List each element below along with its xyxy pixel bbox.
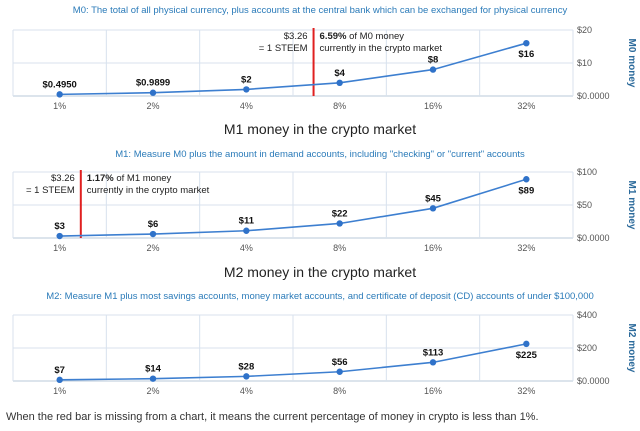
chart-2-y-tick-label: $0.0000 — [577, 233, 610, 243]
chart-1-x-tick-label: 4% — [240, 101, 253, 111]
chart-2-series-line — [59, 178, 527, 237]
chart-1-data-point — [523, 40, 530, 47]
chart-2-data-label: $11 — [239, 216, 255, 227]
chart-2-data-point — [336, 220, 343, 227]
chart-1-y-tick-label: $20 — [577, 25, 592, 35]
chart-2-x-tick-label: 4% — [240, 243, 253, 253]
chart-1-pct-annotation: 6.59% of M0 money — [320, 31, 405, 42]
chart-2-data-label: $22 — [332, 208, 348, 219]
chart-2-y-tick-label: $100 — [577, 167, 597, 177]
chart-1-data-label: $4 — [334, 68, 345, 79]
chart-1-subtitle: M0: The total of all physical currency, … — [73, 5, 568, 16]
chart-3-y-tick-label: $400 — [577, 310, 597, 320]
chart-2-data-label: $45 — [425, 193, 442, 204]
chart-3-y-tick-label: $0.0000 — [577, 376, 610, 386]
chart-3-data-label: $7 — [54, 365, 65, 376]
chart-2-x-tick-label: 1% — [53, 243, 66, 253]
chart-1-data-point — [429, 66, 437, 73]
chart-2-data-point — [56, 232, 63, 240]
footnote: When the red bar is missing from a chart… — [6, 411, 539, 423]
chart-3-data-point — [336, 368, 343, 375]
chart-3-subtitle: M2: Measure M1 plus most savings account… — [46, 291, 594, 302]
chart-1-x-tick-label: 1% — [53, 101, 66, 111]
chart-2-x-tick-label: 32% — [517, 243, 535, 253]
chart-1-pct-suffix: of M0 money — [346, 31, 404, 42]
chart-2-data-point — [243, 227, 250, 234]
chart-3-data-point — [243, 373, 250, 380]
chart-1-x-tick-label: 2% — [146, 101, 159, 111]
chart-2-data-label: $89 — [518, 185, 534, 196]
chart-3-x-tick-label: 8% — [333, 386, 346, 396]
chart-3-x-tick-label: 4% — [240, 386, 253, 396]
chart-1-data-label: $0.9899 — [136, 78, 170, 89]
chart-3-data-point — [523, 340, 530, 348]
chart-3-x-tick-label: 2% — [146, 386, 159, 396]
chart-3-title: M2 money in the crypto market — [224, 264, 416, 280]
chart-1-data-label: $2 — [241, 74, 252, 85]
chart-2-y-axis-title: M1 money — [626, 181, 637, 230]
chart-1-data-label: $0.4950 — [42, 79, 76, 90]
chart-2-x-tick-label: 8% — [333, 243, 346, 253]
chart-3-data-label: $113 — [423, 347, 444, 358]
chart-3-data-point — [56, 376, 63, 384]
chart-3-x-tick-label: 1% — [53, 386, 66, 396]
chart-1-pct-annotation-line2: currently in the crypto market — [320, 43, 443, 54]
chart-2-y-tick-label: $50 — [577, 200, 592, 210]
chart-3-data-label: $225 — [516, 350, 538, 361]
chart-2-data-label: $3 — [54, 221, 65, 232]
chart-1-price-equiv-label: = 1 STEEM — [259, 43, 308, 54]
chart-1-x-tick-label: 16% — [424, 101, 442, 111]
chart-2-price-label: $3.26 — [51, 173, 75, 184]
chart-3-x-tick-label: 16% — [424, 386, 442, 396]
chart-2-pct-annotation-line2: currently in the crypto market — [87, 185, 210, 196]
chart-2-price-equiv-label: = 1 STEEM — [26, 185, 75, 196]
chart-1-y-axis-title: M0 money — [626, 39, 637, 88]
chart-1-data-point — [149, 89, 157, 96]
chart-2-title: M1 money in the crypto market — [224, 121, 416, 137]
chart-1-data-point — [336, 79, 343, 87]
chart-2-data-label: $6 — [148, 219, 159, 230]
chart-1-x-tick-label: 8% — [333, 101, 346, 111]
chart-3-data-label: $14 — [145, 364, 162, 375]
chart-2-x-tick-label: 2% — [146, 243, 159, 253]
chart-1-series-line — [59, 42, 527, 96]
chart-2-data-point — [523, 176, 530, 183]
chart-1-data-point — [243, 86, 250, 93]
chart-2-pct-suffix: of M1 money — [114, 173, 172, 184]
chart-1-pct-value: 6.59% — [320, 31, 347, 42]
chart-3-y-tick-label: $200 — [577, 343, 597, 353]
chart-2-data-point — [149, 230, 157, 238]
chart-3-data-point — [429, 359, 437, 366]
chart-1-data-label: $8 — [428, 55, 439, 66]
chart-3-data-point — [149, 375, 157, 382]
chart-1-x-tick-label: 32% — [517, 101, 535, 111]
chart-1-data-point — [56, 91, 63, 98]
chart-2-pct-value: 1.17% — [87, 173, 114, 184]
chart-2-data-point — [429, 205, 437, 212]
chart-2-x-tick-label: 16% — [424, 243, 442, 253]
chart-3-y-axis-title: M2 money — [626, 324, 637, 373]
chart-1-y-tick-label: $0.0000 — [577, 91, 610, 101]
chart-1-data-label: $16 — [518, 49, 534, 60]
chart-2-pct-annotation: 1.17% of M1 money — [87, 173, 172, 184]
chart-3-data-label: $56 — [332, 357, 348, 368]
chart-1-y-tick-label: $10 — [577, 58, 592, 68]
chart-1-price-label: $3.26 — [284, 31, 308, 42]
chart-2-subtitle: M1: Measure M0 plus the amount in demand… — [115, 149, 525, 160]
chart-3-x-tick-label: 32% — [517, 386, 535, 396]
chart-3-data-label: $28 — [238, 361, 254, 372]
chart-3-series-line — [59, 343, 527, 381]
